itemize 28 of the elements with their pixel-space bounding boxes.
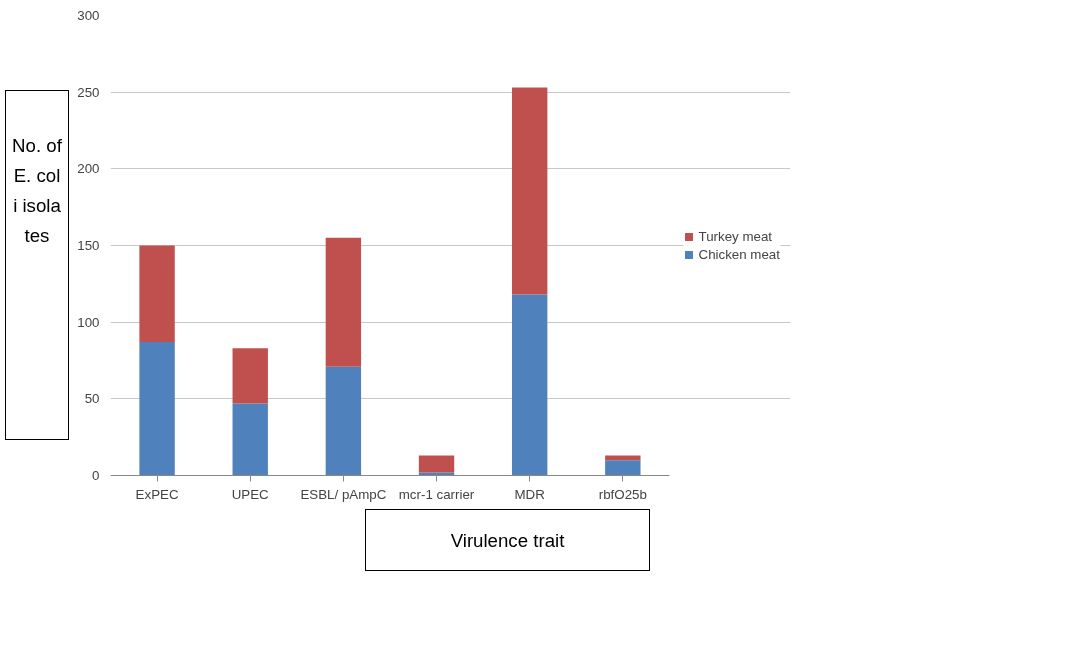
bar — [232, 348, 268, 404]
y-axis-title: No. of E. coli isolates — [12, 134, 62, 248]
x-tick-label: mcr-1 carrier — [398, 486, 475, 502]
y-tick-label: 0 — [92, 468, 100, 483]
x-tick-label: ExPEC — [135, 486, 179, 502]
bar — [139, 342, 175, 476]
bar — [605, 460, 641, 476]
x-tick-label: ESBL/ pAmpC — [300, 486, 387, 502]
bar — [232, 403, 268, 476]
bar — [418, 455, 455, 473]
y-tick-label: 150 — [77, 238, 100, 253]
bar — [325, 237, 362, 367]
y-tick-label: 50 — [84, 391, 100, 407]
y-tick-label: 100 — [77, 314, 100, 330]
legend-label: Turkey meat — [698, 228, 773, 244]
x-tick-label: MDR — [514, 486, 545, 502]
bar — [325, 366, 362, 476]
x-tick-label: rbfO25b — [598, 486, 647, 502]
bar — [511, 294, 548, 476]
bar — [139, 245, 175, 343]
x-axis-title: Virulence trait — [450, 529, 565, 553]
x-tick-label: UPEC — [231, 486, 270, 502]
y-tick-label: 300 — [77, 8, 100, 23]
y-tick-label: 250 — [77, 84, 100, 100]
bar — [418, 472, 455, 476]
bar — [511, 87, 548, 295]
y-tick-label: 200 — [77, 161, 100, 177]
legend-label: Chicken meat — [698, 246, 780, 262]
